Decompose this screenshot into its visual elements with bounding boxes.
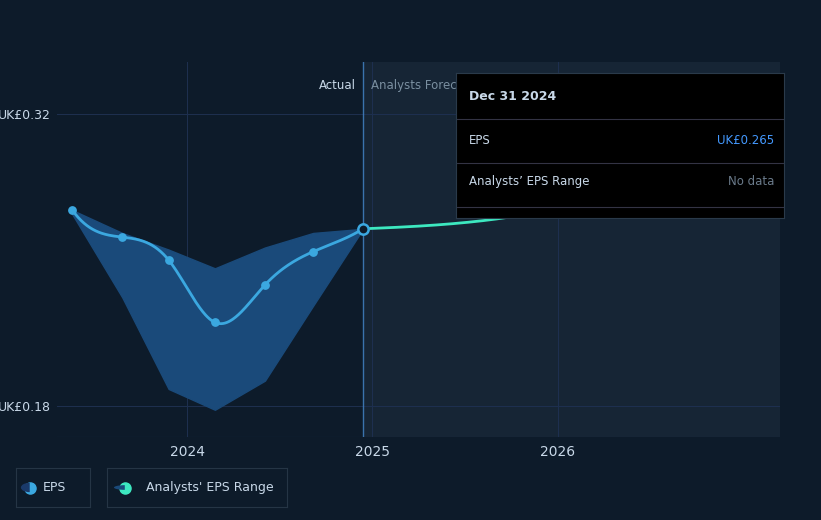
Text: UK£0.265: UK£0.265	[717, 134, 774, 147]
Point	[356, 225, 369, 233]
Text: Analysts Forecasts: Analysts Forecasts	[370, 79, 480, 92]
Text: Analysts’ EPS Range: Analysts’ EPS Range	[469, 175, 589, 188]
Text: No data: No data	[728, 175, 774, 188]
Point	[542, 206, 555, 214]
Wedge shape	[21, 483, 30, 492]
Point	[259, 281, 272, 289]
Wedge shape	[114, 485, 125, 490]
Text: EPS: EPS	[469, 134, 490, 147]
Point	[116, 233, 129, 241]
Text: Actual: Actual	[319, 79, 355, 92]
Text: EPS: EPS	[43, 481, 67, 494]
Text: Analysts' EPS Range: Analysts' EPS Range	[146, 481, 274, 494]
Bar	[363, 62, 780, 437]
Point	[162, 256, 175, 264]
Point	[66, 206, 79, 214]
Point	[306, 248, 319, 256]
Text: Dec 31 2024: Dec 31 2024	[469, 90, 556, 103]
Point	[209, 318, 222, 327]
